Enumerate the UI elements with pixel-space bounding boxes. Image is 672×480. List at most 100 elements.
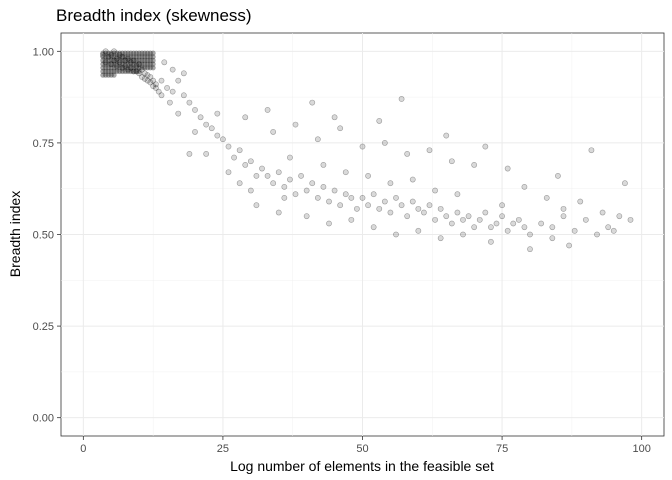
- data-point: [103, 57, 109, 64]
- data-point: [103, 68, 109, 75]
- data-point: [164, 85, 170, 91]
- data-point: [114, 61, 120, 67]
- data-point: [426, 202, 433, 209]
- data-point: [203, 121, 210, 128]
- data-point: [139, 50, 145, 56]
- data-point: [122, 65, 128, 71]
- data-point: [476, 216, 483, 223]
- data-point: [426, 147, 433, 154]
- data-point: [122, 61, 128, 67]
- data-point: [108, 72, 114, 78]
- data-point: [150, 57, 156, 64]
- data-point: [133, 63, 140, 69]
- data-point: [560, 205, 567, 212]
- data-point: [370, 191, 377, 198]
- data-point: [133, 68, 140, 75]
- data-point: [599, 209, 606, 216]
- data-point: [186, 150, 193, 157]
- data-point: [365, 172, 371, 179]
- data-point: [99, 52, 106, 58]
- data-point: [242, 114, 249, 121]
- data-point: [144, 72, 151, 79]
- data-point: [387, 180, 394, 187]
- data-point: [125, 50, 131, 56]
- data-point: [253, 202, 260, 209]
- data-point: [482, 143, 489, 150]
- data-point: [130, 50, 137, 56]
- data-point: [111, 57, 117, 64]
- data-point: [122, 50, 128, 56]
- data-point: [555, 172, 561, 179]
- data-point: [128, 50, 134, 56]
- data-point: [298, 172, 304, 179]
- data-point: [309, 180, 316, 187]
- data-point: [493, 220, 500, 227]
- data-point: [136, 54, 142, 60]
- data-point: [387, 209, 394, 216]
- data-point: [521, 224, 528, 231]
- data-point: [119, 64, 126, 71]
- data-point: [236, 147, 243, 154]
- data-point: [142, 50, 148, 56]
- data-point: [130, 65, 137, 71]
- data-point: [180, 92, 187, 99]
- data-point: [100, 54, 106, 60]
- data-point: [208, 125, 215, 132]
- data-point: [119, 50, 126, 56]
- data-point: [158, 92, 165, 99]
- data-point: [393, 194, 399, 201]
- data-point: [577, 198, 584, 205]
- data-point: [117, 65, 123, 71]
- data-point: [100, 61, 106, 67]
- data-point: [454, 191, 461, 198]
- data-point: [128, 57, 134, 64]
- data-point: [133, 68, 139, 75]
- data-point: [142, 57, 148, 64]
- data-point: [114, 50, 120, 56]
- x-tick-label: 100: [632, 443, 650, 455]
- data-point: [320, 183, 327, 190]
- data-point: [398, 96, 405, 102]
- data-point: [292, 121, 299, 128]
- data-point: [454, 209, 461, 216]
- data-point: [192, 107, 198, 113]
- data-point: [214, 132, 221, 139]
- x-tick-label: 75: [496, 443, 508, 455]
- data-point: [128, 54, 134, 60]
- data-point: [125, 57, 131, 64]
- data-point: [264, 107, 271, 113]
- data-point: [460, 216, 466, 223]
- data-point: [105, 50, 112, 56]
- x-tick-label: 0: [80, 443, 86, 455]
- data-point: [111, 68, 117, 75]
- data-point: [616, 213, 623, 220]
- data-point: [504, 227, 511, 234]
- data-point: [122, 54, 128, 60]
- data-point: [119, 54, 126, 60]
- data-point: [538, 220, 545, 227]
- data-point: [175, 110, 182, 117]
- y-tick-label: 0.25: [33, 321, 54, 333]
- data-point: [125, 66, 131, 73]
- data-point: [125, 65, 131, 71]
- data-point: [180, 70, 187, 77]
- data-point: [242, 161, 249, 168]
- data-point: [103, 61, 109, 67]
- y-axis-ticks: 0.00 0.25 0.50 0.75 1.00: [33, 46, 61, 425]
- data-point: [100, 65, 106, 71]
- data-point: [114, 57, 120, 64]
- data-point: [365, 202, 371, 209]
- data-point: [443, 132, 450, 139]
- x-tick-label: 50: [356, 443, 368, 455]
- data-point: [117, 54, 123, 60]
- data-point: [155, 88, 162, 95]
- data-point: [376, 205, 383, 212]
- data-point: [119, 53, 126, 60]
- data-point: [309, 99, 316, 106]
- data-point: [139, 74, 145, 80]
- data-point: [259, 165, 265, 172]
- data-point: [108, 68, 114, 75]
- data-point: [166, 99, 173, 106]
- data-point: [144, 65, 151, 71]
- data-point: [100, 57, 106, 64]
